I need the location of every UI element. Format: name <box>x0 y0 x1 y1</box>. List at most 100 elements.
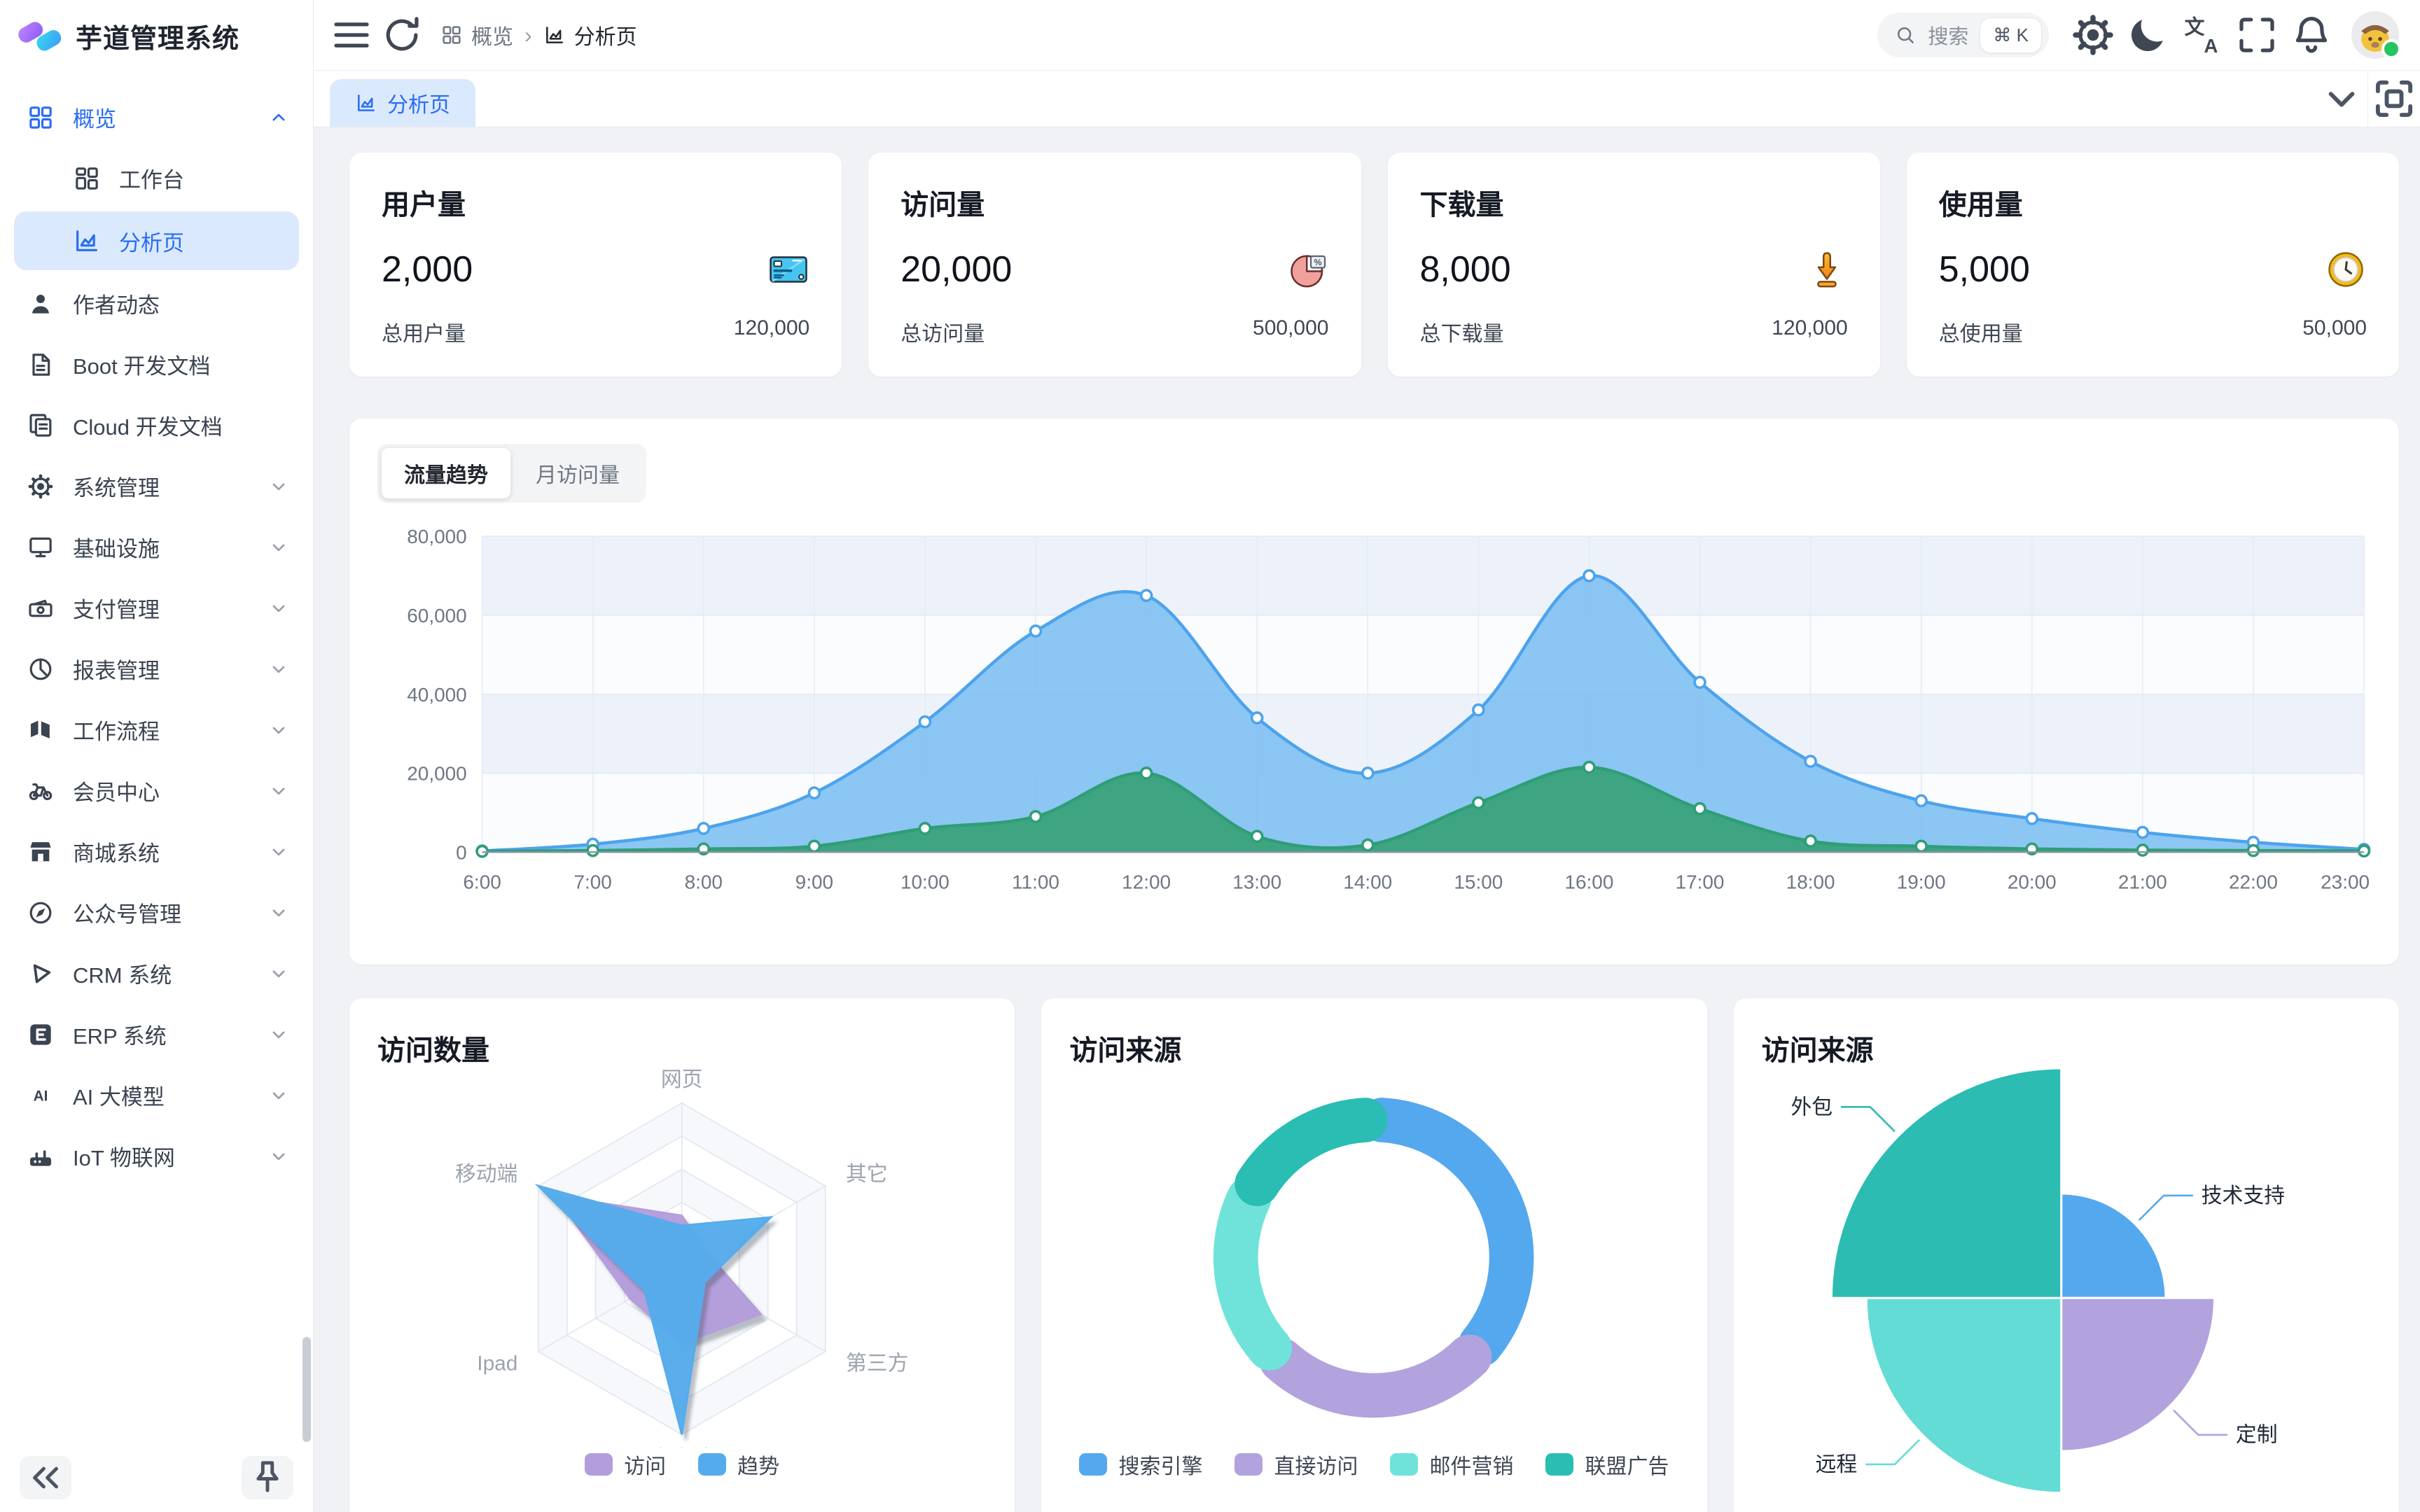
legend-color-chip <box>698 1453 727 1476</box>
tab-label: 分析页 <box>387 94 450 117</box>
search-icon <box>1894 24 1917 46</box>
sidebar-item[interactable]: 基础设施 <box>0 517 313 578</box>
donut-chart <box>1069 1068 1678 1448</box>
user-icon <box>32 294 49 314</box>
sidebar-scrollbar[interactable] <box>302 1337 311 1442</box>
dark-mode-button[interactable] <box>2125 12 2171 58</box>
crm-icon <box>33 964 51 983</box>
stat-title: 访问量 <box>900 190 985 220</box>
traffic-area-chart-svg: 0 20,000 40,000 60,000 80,000 6:00 7:00 8:00 9:0… <box>407 526 2371 893</box>
legend-item[interactable]: 趋势 <box>698 1449 779 1480</box>
breadcrumb-separator: › <box>524 22 532 48</box>
legend-color-chip <box>1079 1453 1108 1476</box>
app-logo-icon <box>18 14 62 57</box>
svg-text:AI: AI <box>34 1088 48 1104</box>
tab-maximize-button[interactable] <box>2367 71 2420 127</box>
svg-text:8:00: 8:00 <box>685 872 723 893</box>
sidebar-item-label: 系统管理 <box>73 476 160 500</box>
download-icon <box>1817 252 1837 288</box>
workflow-icon <box>31 720 50 738</box>
search-input[interactable]: 搜索 ⌘ K <box>1877 13 2049 57</box>
settings-button[interactable] <box>2070 12 2116 58</box>
sidebar-item[interactable]: 公众号管理 <box>0 882 313 943</box>
breadcrumb: 概览 › 分析页 <box>440 20 637 50</box>
legend-item[interactable]: 邮件营销 <box>1390 1449 1513 1480</box>
legend-item[interactable]: 联盟广告 <box>1545 1449 1669 1480</box>
legend-item[interactable]: 直接访问 <box>1235 1449 1358 1480</box>
tab-traffic-trend[interactable]: 流量趋势 <box>382 448 510 498</box>
analytics-icon <box>545 27 563 43</box>
clock-icon <box>2328 252 2363 287</box>
sidebar-collapse-button[interactable] <box>20 1456 71 1499</box>
sidebar-item[interactable]: Cloud 开发文档 <box>0 395 313 456</box>
chevron-up-icon <box>272 113 285 120</box>
chevron-down-icon <box>272 1031 285 1038</box>
notifications-button[interactable] <box>2288 12 2335 58</box>
stat-total-label: 总用户量 <box>382 323 466 346</box>
svg-text:技术支持: 技术支持 <box>2201 1184 2284 1208</box>
svg-text:7:00: 7:00 <box>574 872 612 893</box>
sidebar-item[interactable]: ERP 系统 <box>0 1004 313 1065</box>
svg-text:10:00: 10:00 <box>900 872 950 893</box>
refresh-button[interactable] <box>379 12 425 58</box>
member-icon <box>29 783 53 800</box>
sidebar-item[interactable]: 分析页 <box>14 211 299 270</box>
tab-monthly-visits[interactable]: 月访问量 <box>536 464 620 487</box>
legend-label: 趋势 <box>737 1455 780 1479</box>
stat-value: 2,000 <box>382 249 473 290</box>
avatar[interactable] <box>2351 11 2401 59</box>
sidebar-item-label: Boot 开发文档 <box>73 354 211 379</box>
legend-item[interactable]: 访问 <box>585 1449 666 1480</box>
analytics-icon <box>76 230 97 251</box>
sidebar-item[interactable]: IoT 物联网 <box>0 1126 313 1186</box>
legend-color-chip <box>1545 1453 1574 1476</box>
legend-color-chip <box>1235 1453 1263 1476</box>
legend-label: 搜索引擎 <box>1118 1455 1203 1479</box>
sidebar-item-label: ERP 系统 <box>73 1024 167 1049</box>
tab-analysis[interactable]: 分析页 <box>330 79 475 127</box>
svg-text:17:00: 17:00 <box>1676 872 1725 893</box>
stat-total-value: 500,000 <box>1253 316 1329 340</box>
sidebar-item[interactable]: 支付管理 <box>0 578 313 638</box>
sidebar-item-label: 支付管理 <box>73 598 160 622</box>
chevron-down-icon <box>272 605 285 612</box>
svg-text:40,000: 40,000 <box>407 684 466 706</box>
sidebar-item[interactable]: 商城系统 <box>0 821 313 882</box>
stat-total-value: 50,000 <box>2302 316 2367 340</box>
sidebar-item[interactable]: CRM 系统 <box>0 943 313 1004</box>
card-title: 访问来源 <box>1761 1035 1874 1066</box>
fullscreen-button[interactable] <box>2234 12 2280 58</box>
svg-text:80,000: 80,000 <box>407 526 466 547</box>
collapse-icon <box>33 1466 58 1489</box>
sidebar-item-label: CRM 系统 <box>73 963 172 988</box>
sidebar-item[interactable]: 概览 <box>0 87 313 148</box>
sidebar-item[interactable]: 系统管理 <box>0 456 313 517</box>
sidebar-item[interactable]: 报表管理 <box>0 638 313 699</box>
radar-chart-svg: 网页其它第三方客户端 Ipad 移动端 <box>455 1068 909 1448</box>
chevron-down-icon <box>272 1092 285 1099</box>
gear-icon <box>28 474 53 498</box>
menu-toggle-button[interactable] <box>328 12 375 58</box>
sidebar-pin-button[interactable] <box>242 1456 293 1499</box>
sidebar-item[interactable]: Boot 开发文档 <box>0 334 313 395</box>
sidebar-item[interactable]: 工作流程 <box>0 699 313 760</box>
svg-text:23:00: 23:00 <box>2321 872 2370 893</box>
sidebar-item[interactable]: 会员中心 <box>0 760 313 821</box>
svg-text:Ipad: Ipad <box>477 1352 517 1376</box>
svg-text:9:00: 9:00 <box>795 872 833 893</box>
breadcrumb-item-analysis[interactable]: 分析页 <box>543 20 637 50</box>
stat-total-label: 总使用量 <box>1938 323 2023 346</box>
svg-text:文: 文 <box>2185 16 2205 39</box>
legend-label: 联盟广告 <box>1585 1455 1669 1479</box>
logo[interactable]: 芋道管理系统 <box>0 0 313 71</box>
stat-title: 使用量 <box>1938 190 2023 220</box>
sidebar-item[interactable]: AI AI 大模型 <box>0 1065 313 1126</box>
sidebar-item[interactable]: 作者动态 <box>0 273 313 334</box>
search-icon <box>1898 27 1914 43</box>
chevron-down-icon <box>272 788 285 794</box>
sidebar-item[interactable]: 工作台 <box>0 148 313 209</box>
breadcrumb-item-overview[interactable]: 概览 <box>440 20 513 50</box>
legend-item[interactable]: 搜索引擎 <box>1079 1449 1202 1480</box>
tab-list-dropdown-button[interactable] <box>2316 71 2367 127</box>
